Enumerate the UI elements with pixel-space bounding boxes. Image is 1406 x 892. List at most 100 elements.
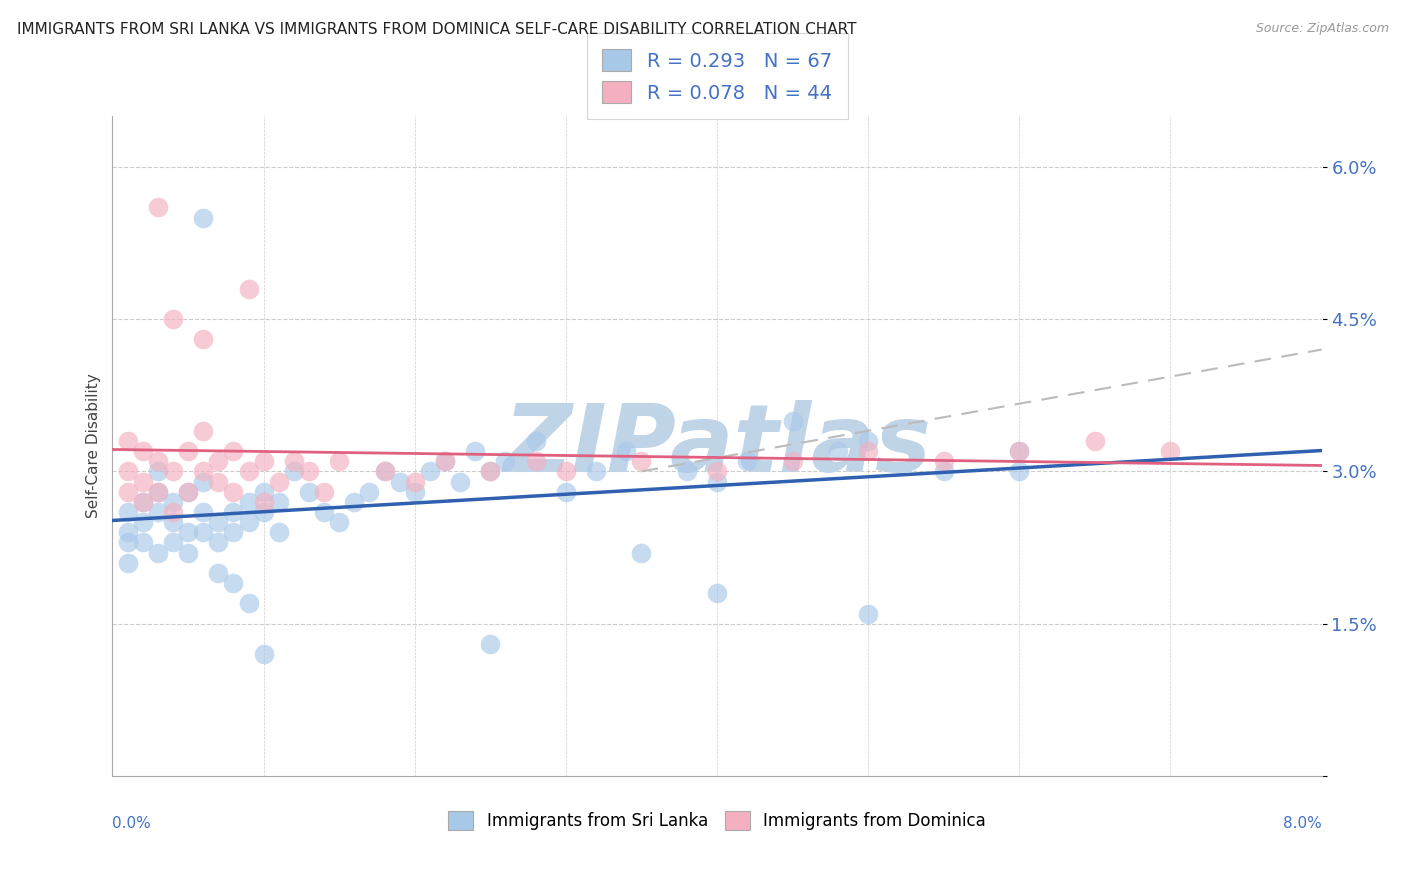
Point — [162, 312, 184, 326]
Point — [373, 464, 396, 478]
Point — [479, 637, 502, 651]
Point — [132, 535, 155, 549]
Point — [359, 484, 381, 499]
Point — [419, 464, 441, 478]
Point — [283, 464, 305, 478]
Point — [827, 444, 849, 458]
Point — [706, 464, 728, 478]
Point — [146, 484, 169, 499]
Point — [222, 576, 245, 591]
Point — [283, 454, 305, 468]
Point — [524, 454, 547, 468]
Point — [207, 454, 229, 468]
Point — [1008, 464, 1031, 478]
Point — [328, 515, 350, 529]
Point — [238, 495, 260, 509]
Point — [238, 515, 260, 529]
Point — [449, 475, 471, 489]
Point — [630, 454, 652, 468]
Point — [191, 505, 215, 519]
Point — [117, 434, 139, 448]
Point — [585, 464, 607, 478]
Point — [177, 484, 200, 499]
Point — [1084, 434, 1107, 448]
Point — [433, 454, 456, 468]
Point — [404, 475, 426, 489]
Point — [146, 546, 169, 560]
Point — [253, 505, 276, 519]
Point — [191, 464, 215, 478]
Text: 0.0%: 0.0% — [112, 815, 152, 830]
Point — [117, 556, 139, 570]
Point — [630, 546, 652, 560]
Point — [495, 454, 517, 468]
Point — [524, 434, 547, 448]
Point — [191, 211, 215, 225]
Point — [117, 505, 139, 519]
Point — [267, 475, 290, 489]
Point — [191, 424, 215, 438]
Point — [132, 475, 155, 489]
Point — [191, 332, 215, 346]
Point — [117, 535, 139, 549]
Point — [191, 475, 215, 489]
Point — [373, 464, 396, 478]
Point — [162, 495, 184, 509]
Point — [298, 484, 321, 499]
Point — [932, 454, 955, 468]
Point — [191, 525, 215, 540]
Point — [343, 495, 366, 509]
Point — [932, 464, 955, 478]
Point — [706, 586, 728, 600]
Point — [267, 525, 290, 540]
Point — [238, 596, 260, 610]
Point — [162, 535, 184, 549]
Point — [253, 495, 276, 509]
Point — [782, 414, 804, 428]
Point — [253, 484, 276, 499]
Point — [464, 444, 486, 458]
Point — [177, 444, 200, 458]
Text: IMMIGRANTS FROM SRI LANKA VS IMMIGRANTS FROM DOMINICA SELF-CARE DISABILITY CORRE: IMMIGRANTS FROM SRI LANKA VS IMMIGRANTS … — [17, 22, 856, 37]
Point — [616, 444, 638, 458]
Point — [856, 444, 880, 458]
Point — [298, 464, 321, 478]
Point — [146, 464, 169, 478]
Point — [737, 454, 759, 468]
Point — [267, 495, 290, 509]
Point — [207, 515, 229, 529]
Point — [554, 464, 576, 478]
Point — [162, 505, 184, 519]
Point — [1159, 444, 1181, 458]
Point — [222, 525, 245, 540]
Text: Source: ZipAtlas.com: Source: ZipAtlas.com — [1256, 22, 1389, 36]
Point — [328, 454, 350, 468]
Point — [132, 444, 155, 458]
Legend: Immigrants from Sri Lanka, Immigrants from Dominica: Immigrants from Sri Lanka, Immigrants fr… — [439, 801, 995, 840]
Point — [253, 454, 276, 468]
Point — [253, 647, 276, 661]
Point — [706, 475, 728, 489]
Point — [675, 464, 697, 478]
Point — [856, 434, 880, 448]
Point — [312, 505, 335, 519]
Point — [117, 484, 139, 499]
Point — [117, 525, 139, 540]
Point — [404, 484, 426, 499]
Text: ZIPatlas: ZIPatlas — [503, 400, 931, 492]
Point — [207, 566, 229, 580]
Point — [132, 495, 155, 509]
Point — [146, 505, 169, 519]
Point — [1008, 444, 1031, 458]
Point — [132, 515, 155, 529]
Point — [238, 282, 260, 296]
Y-axis label: Self-Care Disability: Self-Care Disability — [86, 374, 101, 518]
Point — [132, 495, 155, 509]
Point — [1008, 444, 1031, 458]
Point — [177, 525, 200, 540]
Point — [222, 444, 245, 458]
Point — [117, 464, 139, 478]
Point — [146, 200, 169, 214]
Point — [433, 454, 456, 468]
Point — [146, 484, 169, 499]
